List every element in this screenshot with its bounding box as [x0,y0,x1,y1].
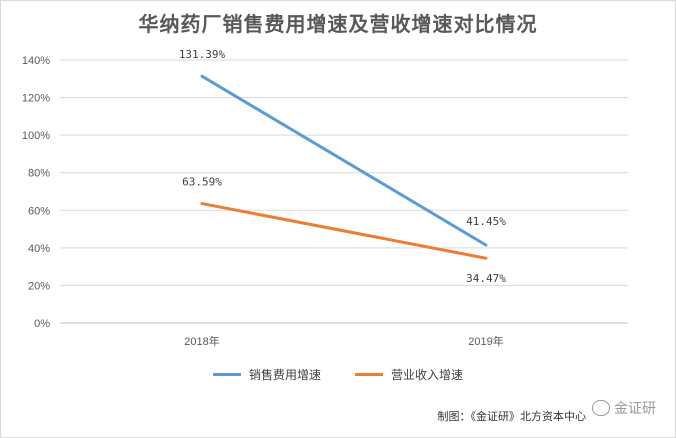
y-tick-label: 100% [22,130,50,142]
legend-swatch-sales-expense [212,373,241,376]
y-tick-label: 60% [28,205,50,217]
y-tick-label: 80% [28,168,50,180]
series-line [200,74,488,247]
legend-item-sales-expense: 销售费用增速 [212,366,321,383]
x-tick-label: 2018年 [184,334,219,348]
y-tick-label: 0% [34,318,50,330]
series-line [200,202,488,260]
x-tick-label: 2019年 [468,334,503,348]
data-label: 131.39% [179,48,226,61]
watermark: 金证研 [592,398,656,418]
watermark-text: 金证研 [614,401,656,417]
data-label: 34.47% [466,272,506,285]
chart-title: 华纳药厂销售费用增速及营收增速对比情况 [138,12,538,36]
legend-item-revenue: 营业收入增速 [355,366,463,383]
legend-swatch-revenue [355,373,383,376]
wechat-icon [592,400,610,416]
y-tick-label: 40% [28,243,50,255]
legend: 销售费用增速 营业收入增速 [0,366,676,383]
y-tick-label: 20% [28,280,50,292]
source-note: 制图：《金证研》北方资本中心 [437,410,587,423]
y-tick-label: 140% [22,55,50,67]
y-tick-label: 120% [22,93,50,105]
legend-label-revenue: 营业收入增速 [391,368,464,382]
data-label: 41.45% [466,215,506,228]
data-label: 63.59% [182,176,222,189]
legend-label-sales-expense: 销售费用增速 [248,368,321,382]
